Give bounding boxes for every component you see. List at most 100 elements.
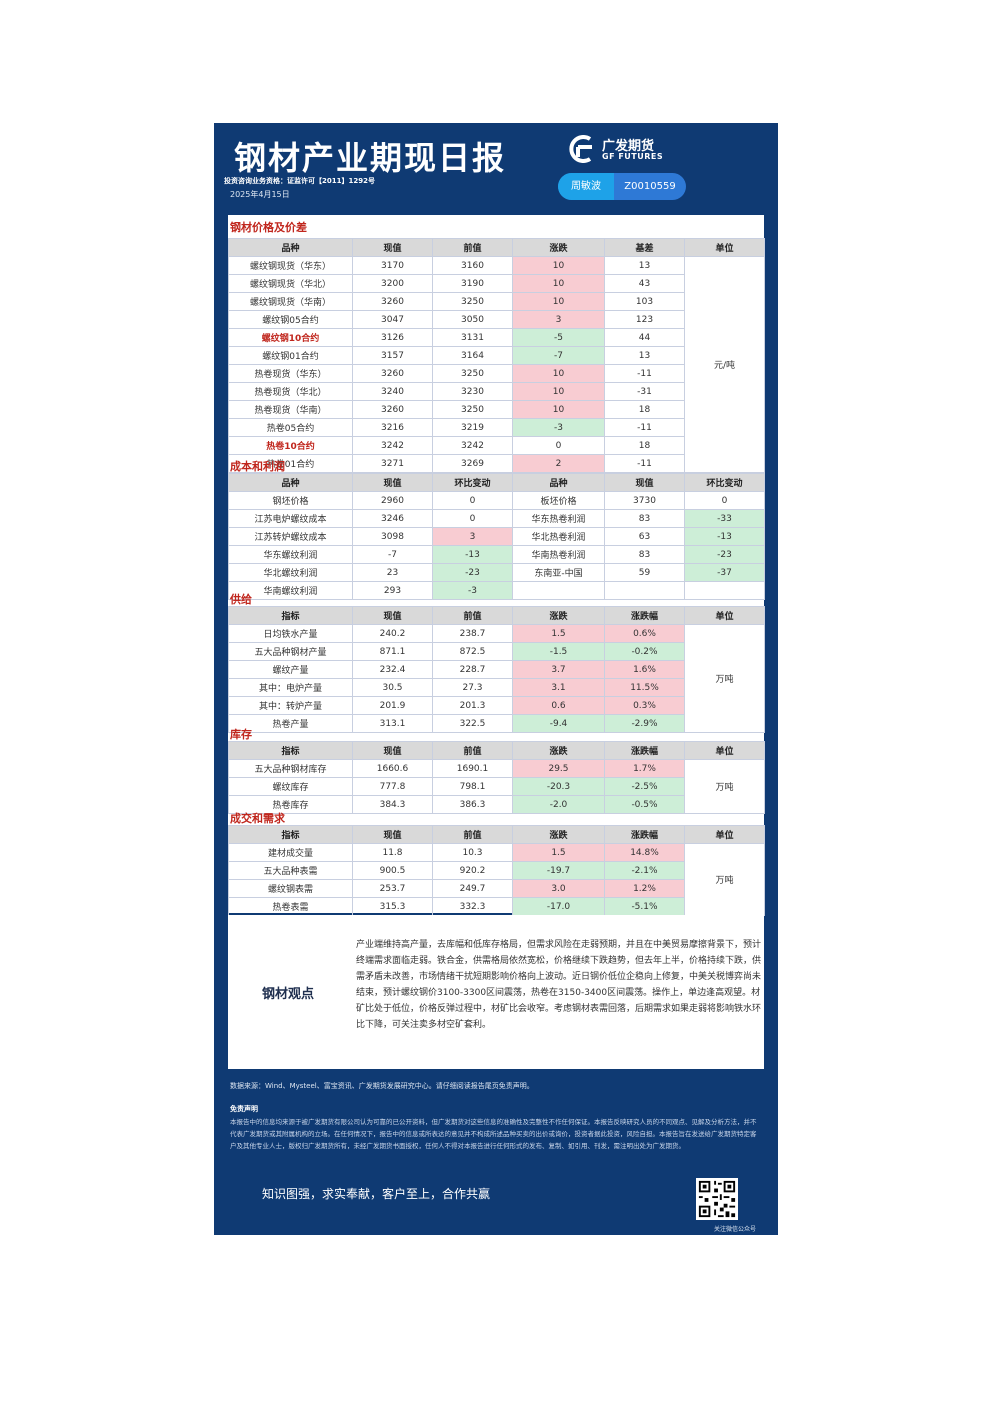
table-row: 热卷现货（华东） 3260 3250 10 -11 (228, 364, 765, 383)
current-value: 3157 (352, 346, 433, 365)
change-value: 10 (512, 274, 605, 293)
row-name: 螺纹钢现货（华东） (228, 256, 353, 275)
qr-code-icon[interactable] (696, 1178, 738, 1220)
column-header: 单位 (684, 238, 765, 257)
section-demand: 成交和需求 (230, 812, 285, 825)
change-percent: 1.7% (604, 759, 685, 778)
previous-value: 386.3 (432, 795, 513, 814)
row-name: 华东螺纹利润 (228, 545, 353, 564)
row-name: 螺纹钢05合约 (228, 310, 353, 329)
table-header-row: 指标 现值 前值 涨跌 涨跌幅 单位 (228, 741, 765, 760)
unit-cell: 万吨 (684, 843, 765, 916)
report-body: 钢材价格及价差 品种 现值 前值 涨跌 基差 单位 螺纹钢现货（华东） 3170 3160 10 1… (228, 215, 765, 916)
column-header: 涨跌幅 (604, 741, 685, 760)
table-row: 螺纹钢现货（华东） 3170 3160 10 13 元/吨 (228, 256, 765, 473)
gf-logo: 广发期货 GF FUTURES (564, 133, 684, 167)
table-row: 热卷现货（华北） 3240 3230 10 -31 (228, 382, 765, 401)
current-value: 3246 (352, 509, 433, 528)
change-value: 10 (512, 400, 605, 419)
table-row: 五大品种表需 900.5 920.2 -19.7 -2.1% (228, 861, 765, 880)
change-value: -17.0 (512, 897, 605, 916)
column-header: 基差 (604, 238, 685, 257)
column-header: 涨跌 (512, 741, 605, 760)
table-row: 螺纹钢表需 253.7 249.7 3.0 1.2% (228, 879, 765, 898)
row-name: 华南热卷利润 (512, 545, 605, 564)
change-value (684, 581, 765, 600)
current-value: 3260 (352, 364, 433, 383)
table-row: 螺纹钢10合约 3126 3131 -5 44 (228, 328, 765, 347)
column-header: 前值 (432, 741, 513, 760)
table-row: 螺纹产量 232.4 228.7 3.7 1.6% (228, 660, 765, 679)
previous-value: 228.7 (432, 660, 513, 679)
current-value: 83 (604, 509, 685, 528)
row-name (512, 581, 605, 600)
table-row: 其中：转炉产量 201.9 201.3 0.6 0.3% (228, 696, 765, 715)
row-name: 螺纹钢现货（华北） (228, 274, 353, 293)
basis-value: 13 (604, 256, 685, 275)
section-supply: 供给 (230, 593, 252, 606)
table-row: 螺纹库存 777.8 798.1 -20.3 -2.5% (228, 777, 765, 796)
previous-value: 798.1 (432, 777, 513, 796)
current-value: 232.4 (352, 660, 433, 679)
column-header: 涨跌幅 (604, 825, 685, 844)
previous-value: 3250 (432, 364, 513, 383)
current-value: 900.5 (352, 861, 433, 880)
previous-value: 332.3 (432, 897, 513, 916)
basis-value: -31 (604, 382, 685, 401)
column-header: 现值 (352, 741, 433, 760)
change-value: 3.1 (512, 678, 605, 697)
table-row: 钢坯价格 2960 0 板坯价格 3730 0 (228, 491, 765, 510)
current-value: 384.3 (352, 795, 433, 814)
disclaimer-text: 本报告中的信息均来源于被广发期货有限公司认为可靠的已公开资料，但广发期货对这些信… (230, 1118, 757, 1150)
current-value: 23 (352, 563, 433, 582)
basis-value: 18 (604, 400, 685, 419)
current-value: 3098 (352, 527, 433, 546)
row-name: 热卷现货（华北） (228, 382, 353, 401)
previous-value: 3190 (432, 274, 513, 293)
row-name: 五大品种钢材产量 (228, 642, 353, 661)
table-header-row: 指标 现值 前值 涨跌 涨跌幅 单位 (228, 825, 765, 844)
row-name: 其中：转炉产量 (228, 696, 353, 715)
previous-value: 10.3 (432, 843, 513, 862)
previous-value: 249.7 (432, 879, 513, 898)
current-value: 3271 (352, 454, 433, 473)
change-value: 10 (512, 364, 605, 383)
previous-value: 238.7 (432, 624, 513, 643)
basis-value: -11 (604, 364, 685, 383)
basis-value: 123 (604, 310, 685, 329)
gf-logo-icon (569, 135, 592, 163)
current-value: 3730 (604, 491, 685, 510)
column-header: 前值 (432, 238, 513, 257)
column-header: 现值 (352, 825, 433, 844)
current-value: 3047 (352, 310, 433, 329)
section-price: 钢材价格及价差 (230, 221, 307, 234)
current-value: 30.5 (352, 678, 433, 697)
column-header: 前值 (432, 825, 513, 844)
column-header: 环比变动 (432, 473, 513, 492)
change-value: -13 (432, 545, 513, 564)
table-row: 五大品种钢材库存 1660.6 1690.1 29.5 1.7% 万吨 (228, 759, 765, 814)
table-row: 螺纹钢05合约 3047 3050 3 123 (228, 310, 765, 329)
row-name: 螺纹钢10合约 (228, 328, 353, 347)
column-header: 现值 (352, 238, 433, 257)
data-source: 数据来源：Wind、Mysteel、富宝资讯、广发期货发展研究中心。请仔细阅读报… (230, 1082, 534, 1090)
brand-cn: 广发期货 (602, 139, 655, 154)
table-row: 螺纹钢现货（华北） 3200 3190 10 43 (228, 274, 765, 293)
report-title: 钢材产业期现日报 (234, 139, 507, 177)
change-value: -33 (684, 509, 765, 528)
license-text: 投资咨询业务资格：证监许可【2011】1292号 (224, 177, 375, 185)
row-name: 螺纹库存 (228, 777, 353, 796)
column-header: 单位 (684, 606, 765, 625)
current-value: 3240 (352, 382, 433, 401)
table-header-row: 指标 现值 前值 涨跌 涨跌幅 单位 (228, 606, 765, 625)
change-percent: 11.5% (604, 678, 685, 697)
basis-value: -11 (604, 418, 685, 437)
column-header: 环比变动 (684, 473, 765, 492)
table-row: 热卷01合约 3271 3269 2 -11 (228, 454, 765, 473)
change-value: -20.3 (512, 777, 605, 796)
column-header: 单位 (684, 825, 765, 844)
table-row: 华东螺纹利润 -7 -13 华南热卷利润 83 -23 (228, 545, 765, 564)
table-row: 建材成交量 11.8 10.3 1.5 14.8% 万吨 (228, 843, 765, 916)
change-percent: 1.6% (604, 660, 685, 679)
section-cost: 成本和利润 (230, 460, 285, 473)
